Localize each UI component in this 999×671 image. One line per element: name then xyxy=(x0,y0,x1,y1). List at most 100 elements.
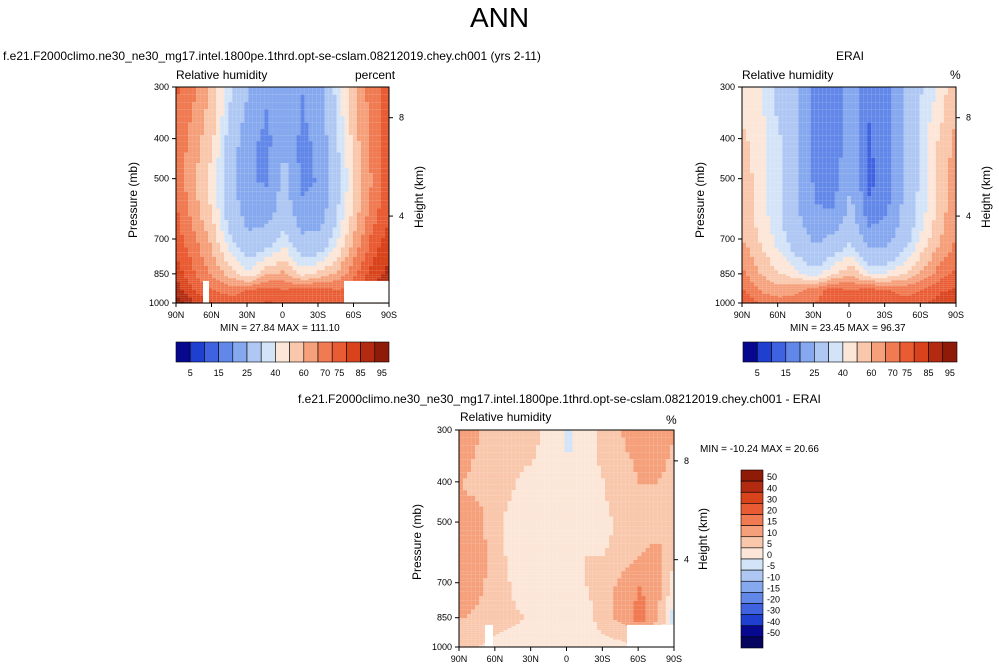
heatmap-cell xyxy=(891,129,896,136)
heatmap-cell xyxy=(324,141,329,147)
heatmap-cell xyxy=(770,231,775,235)
heatmap-cell xyxy=(340,299,345,302)
heatmap-cell xyxy=(292,152,297,158)
heatmap-cell xyxy=(947,216,952,221)
heatmap-cell xyxy=(252,238,257,243)
heatmap-cell xyxy=(951,122,956,130)
heatmap-cell xyxy=(228,261,233,266)
heatmap-cell xyxy=(268,234,273,239)
heatmap-cell xyxy=(200,208,205,213)
heatmap-cell xyxy=(951,252,956,257)
heatmap-cell xyxy=(288,242,293,248)
heatmap-cell xyxy=(340,94,345,103)
heatmap-cell xyxy=(380,191,385,197)
heatmap-cell xyxy=(184,247,189,253)
heatmap-cell xyxy=(176,109,181,117)
heatmap-cell xyxy=(806,261,811,266)
heatmap-cell xyxy=(899,191,904,197)
heatmap-cell xyxy=(770,204,775,209)
heatmap-cell xyxy=(192,288,197,291)
heatmap-cell xyxy=(770,168,775,174)
heatmap-cell xyxy=(947,182,952,188)
heatmap-cell xyxy=(919,135,924,142)
heatmap-cell xyxy=(336,286,341,289)
heatmap-cell xyxy=(196,270,201,275)
colorbar-label: 60 xyxy=(299,368,309,378)
heatmap-cell xyxy=(328,270,333,275)
heatmap-cell xyxy=(814,94,819,103)
heatmap-cell xyxy=(216,301,221,303)
heatmap-cell xyxy=(312,234,317,239)
heatmap-cell xyxy=(236,286,241,289)
heatmap-cell xyxy=(774,223,779,228)
heatmap-cell xyxy=(903,256,908,262)
heatmap-cell xyxy=(903,168,908,174)
heatmap-cell xyxy=(284,168,289,174)
heatmap-cell xyxy=(895,177,900,183)
heatmap-cell xyxy=(188,252,193,257)
heatmap-cell xyxy=(903,122,908,130)
heatmap-cell xyxy=(192,299,197,302)
heatmap-cell xyxy=(336,238,341,243)
heatmap-cell xyxy=(826,234,831,239)
heatmap-cell xyxy=(336,293,341,296)
heatmap-cell xyxy=(891,87,896,95)
heatmap-cell xyxy=(750,261,755,266)
heatmap-cell xyxy=(180,168,185,174)
heatmap-cell xyxy=(288,223,293,228)
heatmap-cell xyxy=(196,234,201,239)
heatmap-cell xyxy=(834,146,839,153)
heatmap-cell xyxy=(340,122,345,130)
heatmap-cell xyxy=(176,191,181,197)
heatmap-cell xyxy=(859,116,864,123)
heatmap-cell xyxy=(802,191,807,197)
heatmap-cell xyxy=(899,196,904,201)
heatmap-cell xyxy=(746,109,751,117)
heatmap-cell xyxy=(947,220,952,224)
heatmap-cell xyxy=(368,238,373,243)
heatmap-cell xyxy=(312,299,317,302)
heatmap-cell xyxy=(184,299,189,302)
heatmap-cell xyxy=(360,168,365,174)
heatmap-cell xyxy=(875,212,880,217)
heatmap-cell xyxy=(875,129,880,136)
heatmap-cell xyxy=(887,135,892,142)
heatmap-cell xyxy=(212,284,217,287)
heatmap-cell xyxy=(248,177,253,183)
heatmap-cell xyxy=(240,292,245,294)
heatmap-cell xyxy=(328,102,333,110)
heatmap-cell xyxy=(774,116,779,123)
heatmap-cell xyxy=(935,146,940,153)
heatmap-cell xyxy=(364,87,369,95)
heatmap-cell xyxy=(750,208,755,213)
heatmap-cell xyxy=(364,109,369,117)
heatmap-cell xyxy=(352,109,357,117)
heatmap-cell xyxy=(196,102,201,110)
heatmap-cell xyxy=(288,216,293,221)
heatmap-cell xyxy=(312,157,317,164)
heatmap-cell xyxy=(855,227,860,232)
heatmap-cell xyxy=(883,208,888,213)
heatmap-cell xyxy=(867,234,872,239)
heatmap-cell xyxy=(746,265,751,271)
heatmap-cell xyxy=(300,87,305,95)
heatmap-cell xyxy=(344,242,349,248)
heatmap-cell xyxy=(240,293,245,296)
heatmap-cell xyxy=(328,280,333,283)
heatmap-cell xyxy=(328,276,333,279)
heatmap-cell xyxy=(344,223,349,228)
heatmap-cell xyxy=(883,196,888,201)
heatmap-cell xyxy=(340,238,345,243)
heatmap-cell xyxy=(232,177,237,183)
heatmap-cell xyxy=(208,282,213,285)
heatmap-cell xyxy=(770,242,775,248)
heatmap-cell xyxy=(927,261,932,266)
heatmap-cell xyxy=(360,173,365,178)
heatmap-cell xyxy=(931,87,936,95)
heatmap-cell xyxy=(288,212,293,217)
heatmap-cell xyxy=(316,280,321,283)
heatmap-cell xyxy=(774,274,779,277)
heatmap-cell xyxy=(240,216,245,221)
heatmap-cell xyxy=(368,270,373,275)
heatmap-cell xyxy=(336,109,341,117)
